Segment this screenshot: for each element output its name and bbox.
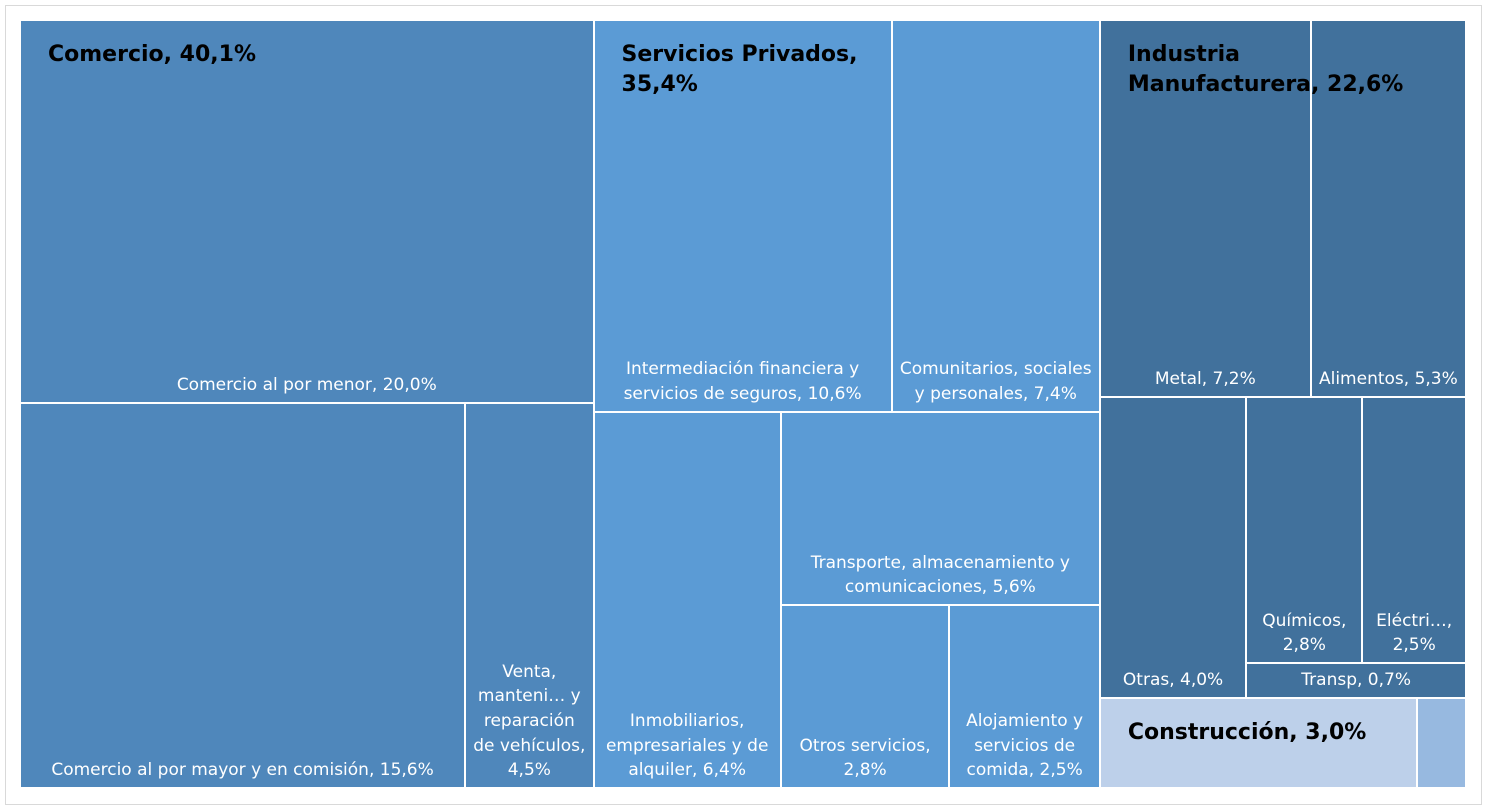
tile-label: Comercio al por mayor y en comisión, 15,… bbox=[51, 760, 434, 781]
tile-label: Venta, manteni… y reparación de vehículo… bbox=[473, 661, 586, 781]
tile: Comercio al por mayor y en comisión, 15,… bbox=[20, 403, 466, 788]
tile: Transp, 0,7% bbox=[1246, 662, 1466, 698]
tile-label: Eléctri…, 2,5% bbox=[1376, 610, 1453, 656]
tile-label: Transp, 0,7% bbox=[1301, 670, 1411, 691]
tile: Alimentos, 5,3% bbox=[1310, 20, 1466, 397]
tile: Otras, 4,0% bbox=[1099, 396, 1247, 698]
tile: Otros servicios, 2,8% bbox=[780, 604, 950, 788]
tile bbox=[1099, 698, 1418, 788]
tile: Transporte, almacenamiento y comunicacio… bbox=[780, 411, 1100, 605]
treemap: Comercio al por menor, 20,0% Comercio al … bbox=[20, 20, 1466, 788]
tile: Químicos, 2,8% bbox=[1246, 396, 1363, 663]
tile-label: Inmobiliarios, empresariales y de alquil… bbox=[605, 711, 769, 781]
tile-label: Alojamiento y servicios de comida, 2,5% bbox=[966, 711, 1084, 781]
tile-label: Otras, 4,0% bbox=[1122, 670, 1224, 691]
tile: Comunitarios, sociales y personales, 7,4… bbox=[891, 20, 1100, 412]
tile: Alojamiento y servicios de comida, 2,5% bbox=[949, 604, 1100, 788]
tile: Comercio al por menor, 20,0% bbox=[20, 20, 594, 404]
tile-label: Intermediación financiera y servicios de… bbox=[623, 359, 862, 404]
tile: Eléctri…, 2,5% bbox=[1362, 396, 1466, 663]
tile-label: Químicos, 2,8% bbox=[1262, 610, 1347, 656]
tile-label: Comercio al por menor, 20,0% bbox=[176, 375, 437, 396]
tile bbox=[1417, 698, 1466, 788]
tile: Metal, 7,2% bbox=[1099, 20, 1311, 397]
tile-label: Alimentos, 5,3% bbox=[1318, 369, 1458, 390]
tile-label: Otros servicios, 2,8% bbox=[799, 735, 931, 781]
tile: Venta, manteni… y reparación de vehículo… bbox=[465, 403, 594, 788]
tile: Intermediación financiera y servicios de… bbox=[593, 20, 892, 412]
tile-label: Transporte, almacenamiento y comunicacio… bbox=[810, 552, 1070, 598]
tile-label: Metal, 7,2% bbox=[1154, 369, 1256, 390]
tile: Inmobiliarios, empresariales y de alquil… bbox=[593, 411, 781, 788]
tile-label: Comunitarios, sociales y personales, 7,4… bbox=[899, 359, 1092, 404]
